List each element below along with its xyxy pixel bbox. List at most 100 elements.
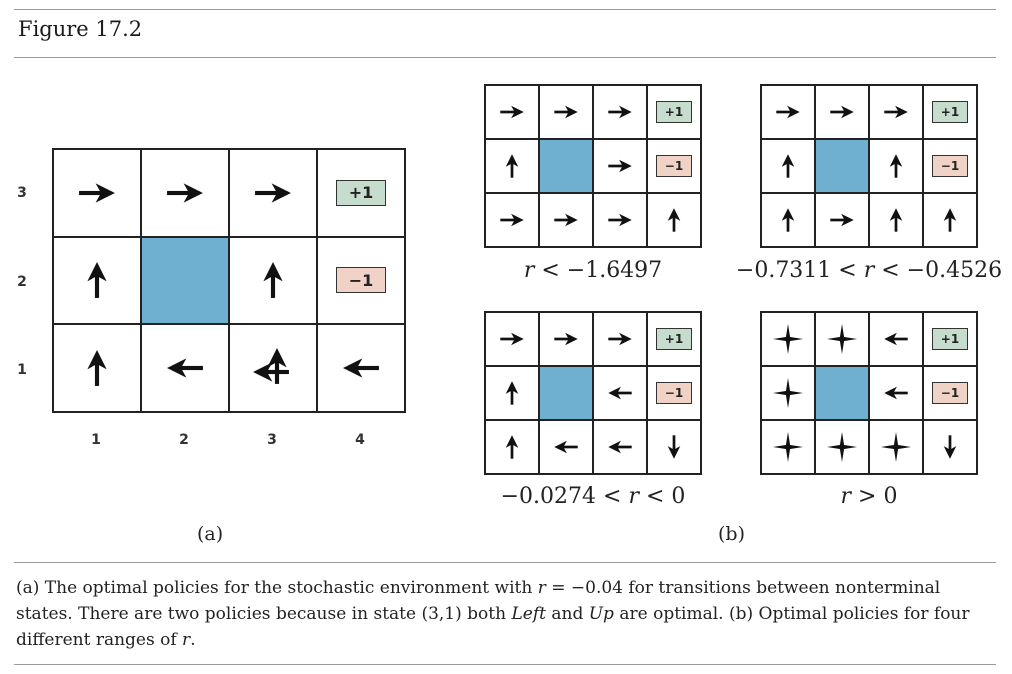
range-label-b3: −0.0274 < r < 0: [484, 484, 702, 509]
grid-cell: [762, 367, 816, 421]
grid-cell: [816, 313, 870, 367]
grid-cell: [318, 325, 406, 413]
arrow-right-icon: [881, 97, 911, 127]
grid-cell: [924, 421, 978, 475]
grid-cell: [870, 313, 924, 367]
arrow-left-icon: [605, 378, 635, 408]
range-text: −0.0274 <: [500, 484, 629, 509]
grid-cell: [230, 325, 318, 413]
top-rule: [14, 9, 996, 10]
caption-var-r-2: r: [182, 630, 191, 650]
grid-cell: [870, 421, 924, 475]
arrow-left-icon: [551, 432, 581, 462]
wall-cell: [540, 140, 594, 194]
grid-cell: [648, 194, 702, 248]
arrow-all-directions-icon: [827, 324, 857, 354]
grid-cell: [870, 140, 924, 194]
grid-cell: [762, 313, 816, 367]
grid-cell: +1: [924, 313, 978, 367]
grid-cell: [762, 86, 816, 140]
caption-and: and: [545, 604, 589, 624]
grid-cell: [486, 421, 540, 475]
grid-cell: −1: [318, 237, 406, 326]
grid-cell: [540, 421, 594, 475]
terminal-plus-one: +1: [656, 328, 692, 350]
arrow-up-icon: [497, 151, 527, 181]
arrow-all-directions-icon: [773, 378, 803, 408]
grid-cell: [648, 421, 702, 475]
variable-r: r: [523, 258, 535, 283]
grid-cell: [870, 86, 924, 140]
range-text: > 0: [851, 484, 898, 509]
panel-b-label: (b): [718, 523, 745, 545]
arrow-up-icon: [497, 378, 527, 408]
policy-grid-b4: +1 −1: [760, 311, 978, 475]
terminal-plus-one: +1: [656, 101, 692, 123]
arrow-right-icon: [497, 97, 527, 127]
wall-cell: [816, 367, 870, 421]
wall-cell: [816, 140, 870, 194]
grid-cell: −1: [648, 140, 702, 194]
grid-cell: [924, 194, 978, 248]
arrow-right-icon: [551, 205, 581, 235]
caption-text-2: = −0.04 for transitions between nontermi…: [16, 578, 941, 624]
panel-a-label: (a): [197, 523, 224, 545]
variable-r: r: [628, 484, 639, 509]
row-label-3: 3: [17, 185, 27, 201]
range-text: < −0.4526: [874, 258, 1003, 283]
arrow-all-directions-icon: [881, 432, 911, 462]
arrow-right-icon: [827, 205, 857, 235]
arrow-right-icon: [250, 170, 296, 216]
arrow-all-directions-icon: [773, 432, 803, 462]
grid-cell: +1: [648, 313, 702, 367]
caption-left: Left: [511, 604, 546, 624]
terminal-minus-one: −1: [932, 382, 968, 404]
caption-text-1: (a) The optimal policies for the stochas…: [16, 578, 538, 598]
terminal-minus-one: −1: [656, 382, 692, 404]
range-label-b2: −0.7311 < r < −0.4526: [726, 258, 1012, 283]
terminal-minus-one: −1: [932, 155, 968, 177]
arrow-up-icon: [250, 257, 296, 303]
grid-cell: −1: [924, 367, 978, 421]
variable-r: r: [840, 484, 852, 509]
arrow-up-icon: [659, 205, 689, 235]
grid-cell: [486, 86, 540, 140]
grid-cell: [486, 194, 540, 248]
title-rule: [14, 57, 996, 58]
arrow-right-icon: [605, 97, 635, 127]
grid-cell: [816, 86, 870, 140]
grid-cell: [540, 194, 594, 248]
range-text: < −1.6497: [534, 258, 663, 283]
range-text: < 0: [638, 484, 686, 509]
wall-cell: [142, 237, 230, 326]
grid-cell: [762, 421, 816, 475]
grid-cell: [486, 313, 540, 367]
arrow-down-icon: [935, 432, 965, 462]
terminal-plus-one: +1: [932, 328, 968, 350]
policy-grid-b1: +1 −1: [484, 84, 702, 248]
arrow-right-icon: [605, 151, 635, 181]
grid-cell: −1: [648, 367, 702, 421]
grid-cell: [594, 313, 648, 367]
arrow-left-icon: [162, 345, 208, 391]
range-label-b4: r > 0: [760, 484, 978, 509]
arrow-up-icon: [935, 205, 965, 235]
arrow-right-icon: [605, 205, 635, 235]
grid-cell: [594, 140, 648, 194]
grid-cell: [486, 367, 540, 421]
arrow-right-icon: [497, 205, 527, 235]
arrow-right-icon: [551, 324, 581, 354]
arrow-right-icon: [551, 97, 581, 127]
figure-caption: (a) The optimal policies for the stochas…: [16, 575, 976, 653]
policy-grid-a: +1 −1: [52, 148, 406, 413]
terminal-minus-one: −1: [336, 267, 386, 294]
policy-grid-b3: +1 −1: [484, 311, 702, 475]
terminal-minus-one: −1: [656, 155, 692, 177]
arrow-right-icon: [162, 170, 208, 216]
arrow-right-icon: [74, 170, 120, 216]
grid-cell: [142, 325, 230, 413]
arrow-left-up-icon: [250, 345, 296, 391]
arrow-right-icon: [827, 97, 857, 127]
grid-cell: [594, 86, 648, 140]
bottom-rule: [14, 664, 996, 665]
